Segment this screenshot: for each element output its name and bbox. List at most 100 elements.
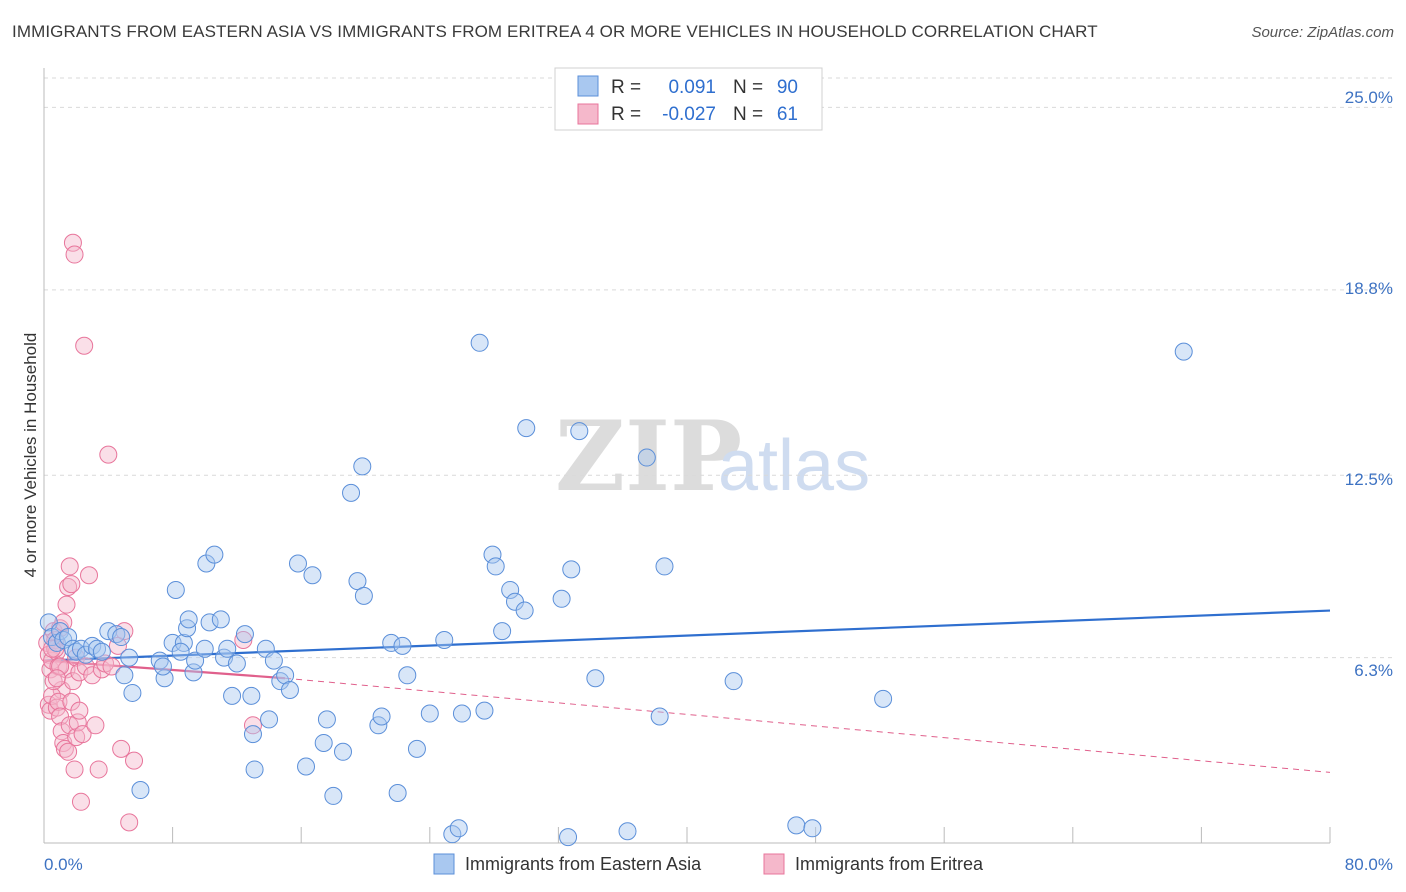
point-eastern-asia [342,483,361,502]
point-eastern-asia [288,554,307,573]
point-eritrea [62,575,81,594]
point-eastern-asia [393,636,412,655]
point-eritrea [102,657,121,676]
point-eritrea [59,578,78,597]
point-eastern-asia [150,651,169,670]
point-eritrea [68,713,87,732]
point-eritrea [63,233,82,252]
point-eastern-asia [242,686,261,705]
point-eastern-asia [382,633,401,652]
point-eastern-asia [115,666,134,685]
point-eastern-asia [493,622,512,641]
point-eastern-asia [131,781,150,800]
point-eastern-asia [372,707,391,726]
point-eastern-asia [264,651,283,670]
legend-n-value-1: 90 [777,77,798,98]
legend-n-label-2: N = [733,104,763,125]
point-eastern-asia [452,704,471,723]
point-eastern-asia [559,828,578,847]
point-eastern-asia [153,657,172,676]
point-eastern-asia [637,448,656,467]
point-eastern-asia [184,663,203,682]
point-eastern-asia [333,742,352,761]
point-eastern-asia [186,651,205,670]
point-eastern-asia [475,701,494,720]
point-eastern-asia [552,589,571,608]
watermark-zip: ZIP [555,400,742,513]
legend-swatch-blue [577,75,599,97]
legend-r-label-1: R = [611,77,641,98]
point-eastern-asia [205,545,224,564]
trend-line-eritrea-extension [285,677,1331,773]
legend-r-value-2: -0.027 [662,104,716,125]
point-eastern-asia [171,642,190,661]
x-tick-label-max: 80.0% [1345,855,1393,874]
legend-n-label-1: N = [733,77,763,98]
point-eritrea [59,742,78,761]
point-eastern-asia [517,419,536,438]
legend-frame [554,67,823,131]
point-eastern-asia [618,822,637,841]
point-eritrea [75,336,94,355]
legend-swatch-pink [577,103,599,125]
point-eastern-asia [570,422,589,441]
point-eastern-asia [227,654,246,673]
point-eastern-asia [501,580,520,599]
point-eastern-asia [655,557,674,576]
point-eastern-asia [107,625,126,644]
point-eritrea [112,739,131,758]
point-eritrea [83,666,102,685]
point-eastern-asia [123,683,142,702]
point-eastern-asia [449,819,468,838]
point-eastern-asia [515,601,534,620]
x-tick-labels: 0.0% 80.0% [44,855,1393,874]
grid-lines [44,77,1392,659]
point-eastern-asia [435,630,454,649]
point-eastern-asia [420,704,439,723]
point-eritrea [120,813,139,832]
point-eastern-asia [314,733,333,752]
point-eastern-asia [586,669,605,688]
point-eastern-asia [562,560,581,579]
point-eastern-asia [388,783,407,802]
point-eastern-asia [1174,342,1193,361]
point-eastern-asia [724,672,743,691]
legend-label-eastern-asia: Immigrants from Eastern Asia [465,854,702,874]
legend-label-eritrea: Immigrants from Eritrea [795,854,984,874]
point-eritrea [80,566,99,585]
point-eastern-asia [245,760,264,779]
point-eritrea [65,760,84,779]
point-eritrea [86,716,105,735]
series-eastern-asia-points [39,333,1193,847]
point-eastern-asia [398,666,417,685]
point-eastern-asia [195,639,214,658]
point-eastern-asia [353,457,372,476]
point-eritrea [57,595,76,614]
point-eritrea [55,739,74,758]
point-eastern-asia [276,666,295,685]
point-eastern-asia [92,642,111,661]
x-tick-label-min: 0.0% [44,855,83,874]
point-eastern-asia [470,333,489,352]
point-eastern-asia [874,689,893,708]
legend-n-value-2: 61 [777,104,798,125]
point-eastern-asia [200,613,219,632]
point-eastern-asia [88,639,107,658]
point-eastern-asia [211,610,230,629]
point-eritrea [99,445,118,464]
point-eastern-asia [803,819,822,838]
point-eastern-asia [166,580,185,599]
point-eritrea [51,657,70,676]
point-eritrea [47,669,66,688]
point-eastern-asia [324,786,343,805]
legend-r-value-1: 0.091 [668,77,716,98]
point-eritrea [70,701,89,720]
y-tick-label: 6.3% [1354,661,1393,680]
y-axis-label: 4 or more Vehicles in Household [21,333,40,578]
legend-swatch-eritrea [763,853,785,875]
point-eastern-asia [243,725,262,744]
point-eastern-asia [218,639,237,658]
point-eritrea [60,557,79,576]
correlation-legend: R = 0.091 N = 90 R = -0.027 N = 61 [554,67,823,131]
point-eritrea [49,692,68,711]
